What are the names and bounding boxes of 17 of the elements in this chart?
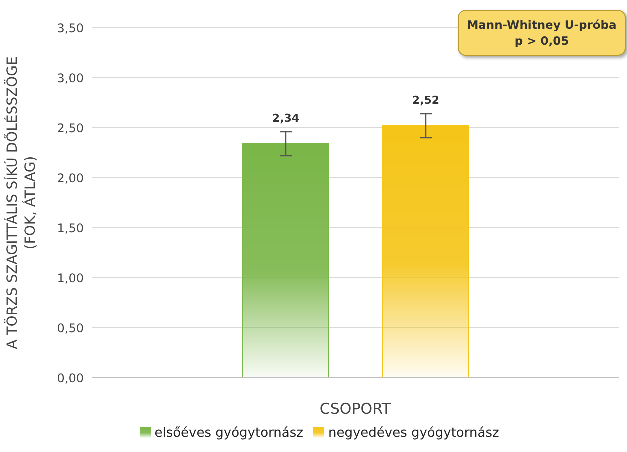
y-tick-label: 0,00 bbox=[57, 371, 84, 386]
y-tick-label: 3,50 bbox=[57, 21, 84, 36]
data-label: 2,34 bbox=[272, 112, 300, 125]
y-tick-label: 2,50 bbox=[57, 121, 84, 136]
note-box: Mann-Whitney U-próba p > 0,05 bbox=[458, 10, 626, 56]
x-axis-title: CSOPORT bbox=[320, 400, 392, 418]
y-tick-label: 1,50 bbox=[57, 221, 84, 236]
annotation: p > 0,05 bbox=[514, 33, 570, 49]
y-tick-label: 1,00 bbox=[57, 271, 84, 286]
legend-label: negyedéves gyógytornász bbox=[328, 426, 500, 441]
y-axis-title: A TÖRZS SZAGITTÁLIS SÍKÚ DŐLÉSSZÖGE (FOK, ÁTLAG) bbox=[4, 56, 39, 350]
legend-label: elsőéves gyógytornász bbox=[154, 426, 304, 441]
annotation: Mann-Whitney U-próba bbox=[466, 17, 618, 33]
data-label: 2,52 bbox=[412, 94, 440, 107]
y-tick-label: 3,00 bbox=[57, 71, 84, 86]
y-tick-label: 2,00 bbox=[57, 171, 84, 186]
y-tick-label: 0,50 bbox=[57, 321, 84, 336]
